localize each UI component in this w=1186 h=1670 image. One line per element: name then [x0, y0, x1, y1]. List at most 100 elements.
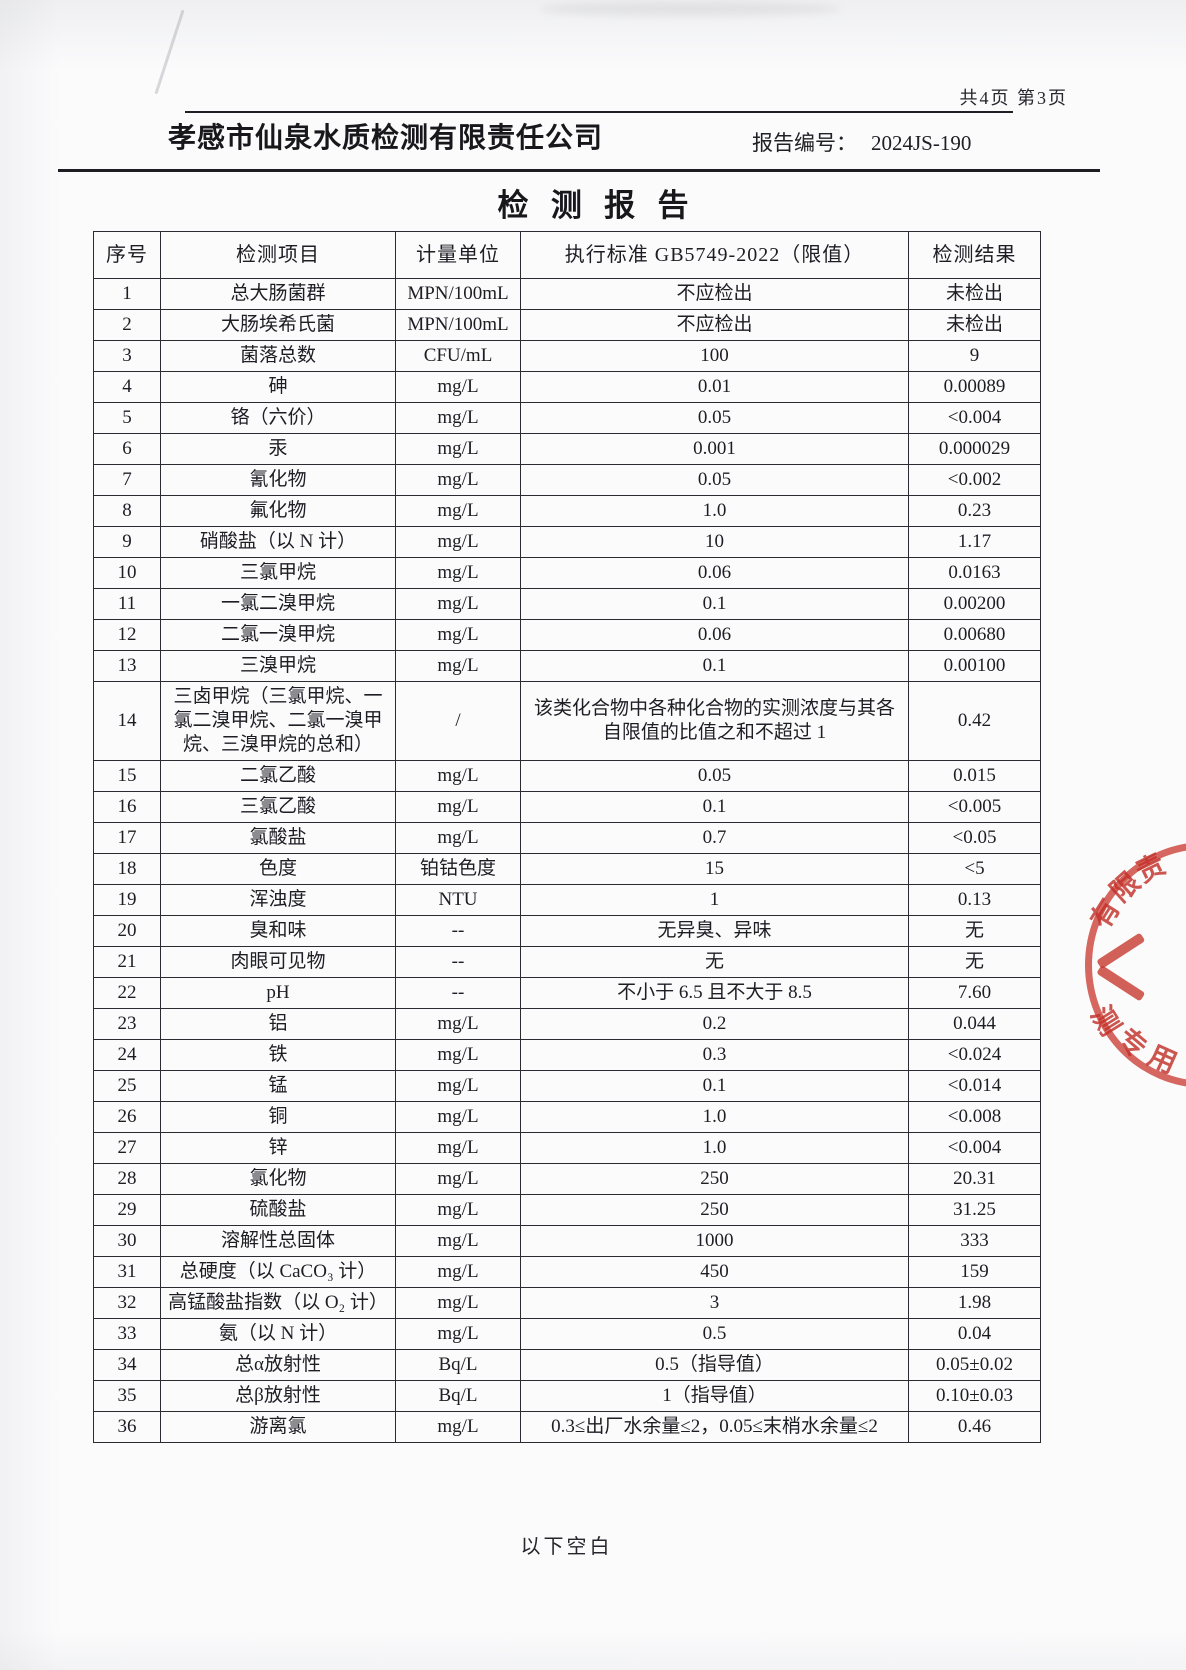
- cell-unit: mg/L: [395, 402, 521, 434]
- header-cell-unit: 计量单位: [395, 231, 521, 279]
- cell-result: 31.25: [908, 1194, 1041, 1226]
- cell-result: 0.044: [908, 1008, 1041, 1040]
- cell-unit: mg/L: [395, 495, 521, 527]
- cell-item: 硫酸盐: [160, 1194, 396, 1226]
- cell-item: 大肠埃希氏菌: [160, 309, 396, 341]
- cell-standard: 0.05: [520, 464, 909, 496]
- header-cell-index: 序号: [93, 231, 161, 279]
- cell-index: 8: [93, 495, 161, 527]
- cell-index: 10: [93, 557, 161, 589]
- cell-result: 0.015: [908, 760, 1041, 792]
- cell-standard: 0.05: [520, 760, 909, 792]
- cell-item: 三卤甲烷（三氯甲烷、一氯二溴甲烷、二氯一溴甲烷、三溴甲烷的总和）: [160, 681, 396, 761]
- cell-item: 总硬度（以 CaCO₃ 计）: [160, 1256, 396, 1288]
- cell-result: 20.31: [908, 1163, 1041, 1195]
- table-row: 36 游离氯 mg/L 0.3≤出厂水余量≤2，0.05≤末梢水余量≤2 0.46: [93, 1411, 1041, 1443]
- header-rule-thin: [185, 111, 1013, 113]
- cell-standard: 15: [520, 853, 909, 885]
- cell-result: 0.46: [908, 1411, 1041, 1443]
- cell-item: 砷: [160, 371, 396, 403]
- cell-standard: 250: [520, 1194, 909, 1226]
- cell-unit: Bq/L: [395, 1380, 521, 1412]
- cell-standard: 3: [520, 1287, 909, 1319]
- cell-index: 25: [93, 1070, 161, 1102]
- cell-item: 三氯乙酸: [160, 791, 396, 823]
- cell-standard: 10: [520, 526, 909, 558]
- table-row: 26 铜 mg/L 1.0 <0.008: [93, 1101, 1041, 1133]
- cell-standard: 0.05: [520, 402, 909, 434]
- cell-unit: mg/L: [395, 1101, 521, 1133]
- table-row: 35 总β放射性 Bq/L 1（指导值） 0.10±0.03: [93, 1380, 1041, 1412]
- header-cell-standard: 执行标准 GB5749-2022（限值）: [520, 231, 909, 279]
- cell-unit: mg/L: [395, 1194, 521, 1226]
- cell-index: 6: [93, 433, 161, 465]
- cell-item: 三氯甲烷: [160, 557, 396, 589]
- cell-item: 氨（以 N 计）: [160, 1318, 396, 1350]
- cell-standard: 1.0: [520, 1132, 909, 1164]
- cell-result: 0.00100: [908, 650, 1041, 682]
- cell-standard: 0.3: [520, 1039, 909, 1071]
- cell-index: 26: [93, 1101, 161, 1133]
- company-name: 孝感市仙泉水质检测有限责任公司: [168, 122, 604, 153]
- cell-unit: mg/L: [395, 1318, 521, 1350]
- table-row: 13 三溴甲烷 mg/L 0.1 0.00100: [93, 650, 1041, 682]
- cell-unit: mg/L: [395, 791, 521, 823]
- cell-unit: mg/L: [395, 433, 521, 465]
- cell-item: 三溴甲烷: [160, 650, 396, 682]
- cell-index: 28: [93, 1163, 161, 1195]
- cell-unit: MPN/100mL: [395, 278, 521, 310]
- cell-result: 未检出: [908, 309, 1041, 341]
- cell-unit: mg/L: [395, 588, 521, 620]
- cell-result: 无: [908, 946, 1041, 978]
- table-row: 11 一氯二溴甲烷 mg/L 0.1 0.00200: [93, 588, 1041, 620]
- cell-result: <0.014: [908, 1070, 1041, 1102]
- cell-unit: CFU/mL: [395, 340, 521, 372]
- cell-result: <0.005: [908, 791, 1041, 823]
- table-row: 21 肉眼可见物 -- 无无: [93, 946, 1041, 978]
- cell-unit: mg/L: [395, 464, 521, 496]
- table-row: 27 锌 mg/L 1.0 <0.004: [93, 1132, 1041, 1164]
- cell-index: 27: [93, 1132, 161, 1164]
- cell-result: 0.42: [908, 681, 1041, 761]
- cell-result: 0.10±0.03: [908, 1380, 1041, 1412]
- cell-standard: 1（指导值）: [520, 1380, 909, 1412]
- cell-index: 18: [93, 853, 161, 885]
- table-row: 9 硝酸盐（以 N 计） mg/L 10 1.17: [93, 526, 1041, 558]
- cell-result: 1.98: [908, 1287, 1041, 1319]
- cell-item: 氯酸盐: [160, 822, 396, 854]
- cell-standard: 0.2: [520, 1008, 909, 1040]
- cell-result: <5: [908, 853, 1041, 885]
- scan-artifact-top-shade: [0, 0, 1186, 70]
- table-row: 17 氯酸盐 mg/L 0.7 <0.05: [93, 822, 1041, 854]
- cell-standard: 1.0: [520, 1101, 909, 1133]
- cell-standard: 100: [520, 340, 909, 372]
- cell-index: 15: [93, 760, 161, 792]
- cell-index: 36: [93, 1411, 161, 1443]
- cell-index: 11: [93, 588, 161, 620]
- cell-standard: 0.1: [520, 1070, 909, 1102]
- cell-result: <0.004: [908, 402, 1041, 434]
- table-row: 7 氰化物 mg/L 0.05 <0.002: [93, 464, 1041, 496]
- results-table: 序号 检测项目 计量单位 执行标准 GB5749-2022（限值） 检测结果 1…: [93, 231, 1041, 1443]
- page-title: 检测报告: [497, 188, 711, 223]
- cell-unit: mg/L: [395, 822, 521, 854]
- cell-item: 锰: [160, 1070, 396, 1102]
- cell-item: 铬（六价）: [160, 402, 396, 434]
- cell-item: 氟化物: [160, 495, 396, 527]
- cell-unit: --: [395, 977, 521, 1009]
- cell-result: <0.024: [908, 1039, 1041, 1071]
- table-row: 14 三卤甲烷（三氯甲烷、一氯二溴甲烷、二氯一溴甲烷、三溴甲烷的总和） / 该类化合物…: [93, 681, 1041, 761]
- table-row: 29 硫酸盐 mg/L 250 31.25: [93, 1194, 1041, 1226]
- cell-index: 4: [93, 371, 161, 403]
- cell-result: 1.17: [908, 526, 1041, 558]
- cell-standard: 0.7: [520, 822, 909, 854]
- table-row: 23 铝 mg/L 0.2 0.044: [93, 1008, 1041, 1040]
- cell-item: 氰化物: [160, 464, 396, 496]
- cell-standard: 0.06: [520, 619, 909, 651]
- cell-item: 总β放射性: [160, 1380, 396, 1412]
- cell-unit: mg/L: [395, 1008, 521, 1040]
- cell-standard: 0.1: [520, 650, 909, 682]
- cell-result: <0.008: [908, 1101, 1041, 1133]
- cell-index: 9: [93, 526, 161, 558]
